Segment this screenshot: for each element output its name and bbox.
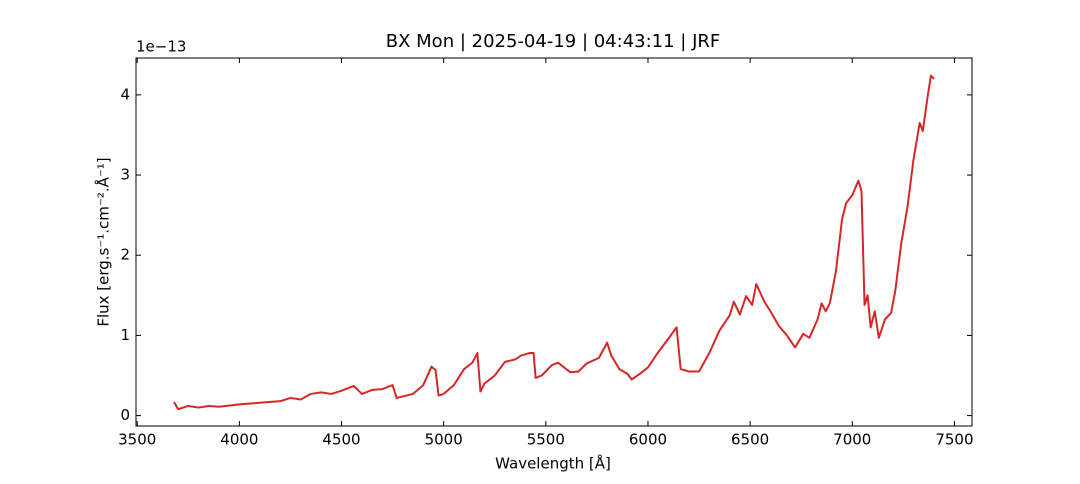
x-tick-label: 7000 <box>833 431 871 449</box>
spectrum-line <box>173 74 935 411</box>
y-tick-label: 1 <box>120 326 130 344</box>
y-tick-label: 0 <box>120 406 130 424</box>
x-tick-label: 4000 <box>220 431 258 449</box>
y-tick-label: 4 <box>120 85 130 103</box>
x-tick-label: 6500 <box>731 431 769 449</box>
y-tick-label: 3 <box>120 166 130 184</box>
x-tick-label: 6000 <box>629 431 667 449</box>
x-tick-label: 3500 <box>118 431 156 449</box>
x-axis-label: Wavelength [Å] <box>495 454 611 473</box>
y-offset-text: 1e−13 <box>136 38 186 56</box>
x-tick-label: 7500 <box>935 431 973 449</box>
x-tick-label: 5000 <box>425 431 463 449</box>
chart-title: BX Mon | 2025-04-19 | 04:43:11 | JRF <box>386 31 721 52</box>
x-tick-label: 5500 <box>527 431 565 449</box>
x-tick-label: 4500 <box>322 431 360 449</box>
y-tick-label: 2 <box>120 246 130 264</box>
y-axis-label: Flux [erg.s⁻¹.cm⁻².Å⁻¹] <box>94 157 113 326</box>
plot-frame <box>135 57 973 427</box>
